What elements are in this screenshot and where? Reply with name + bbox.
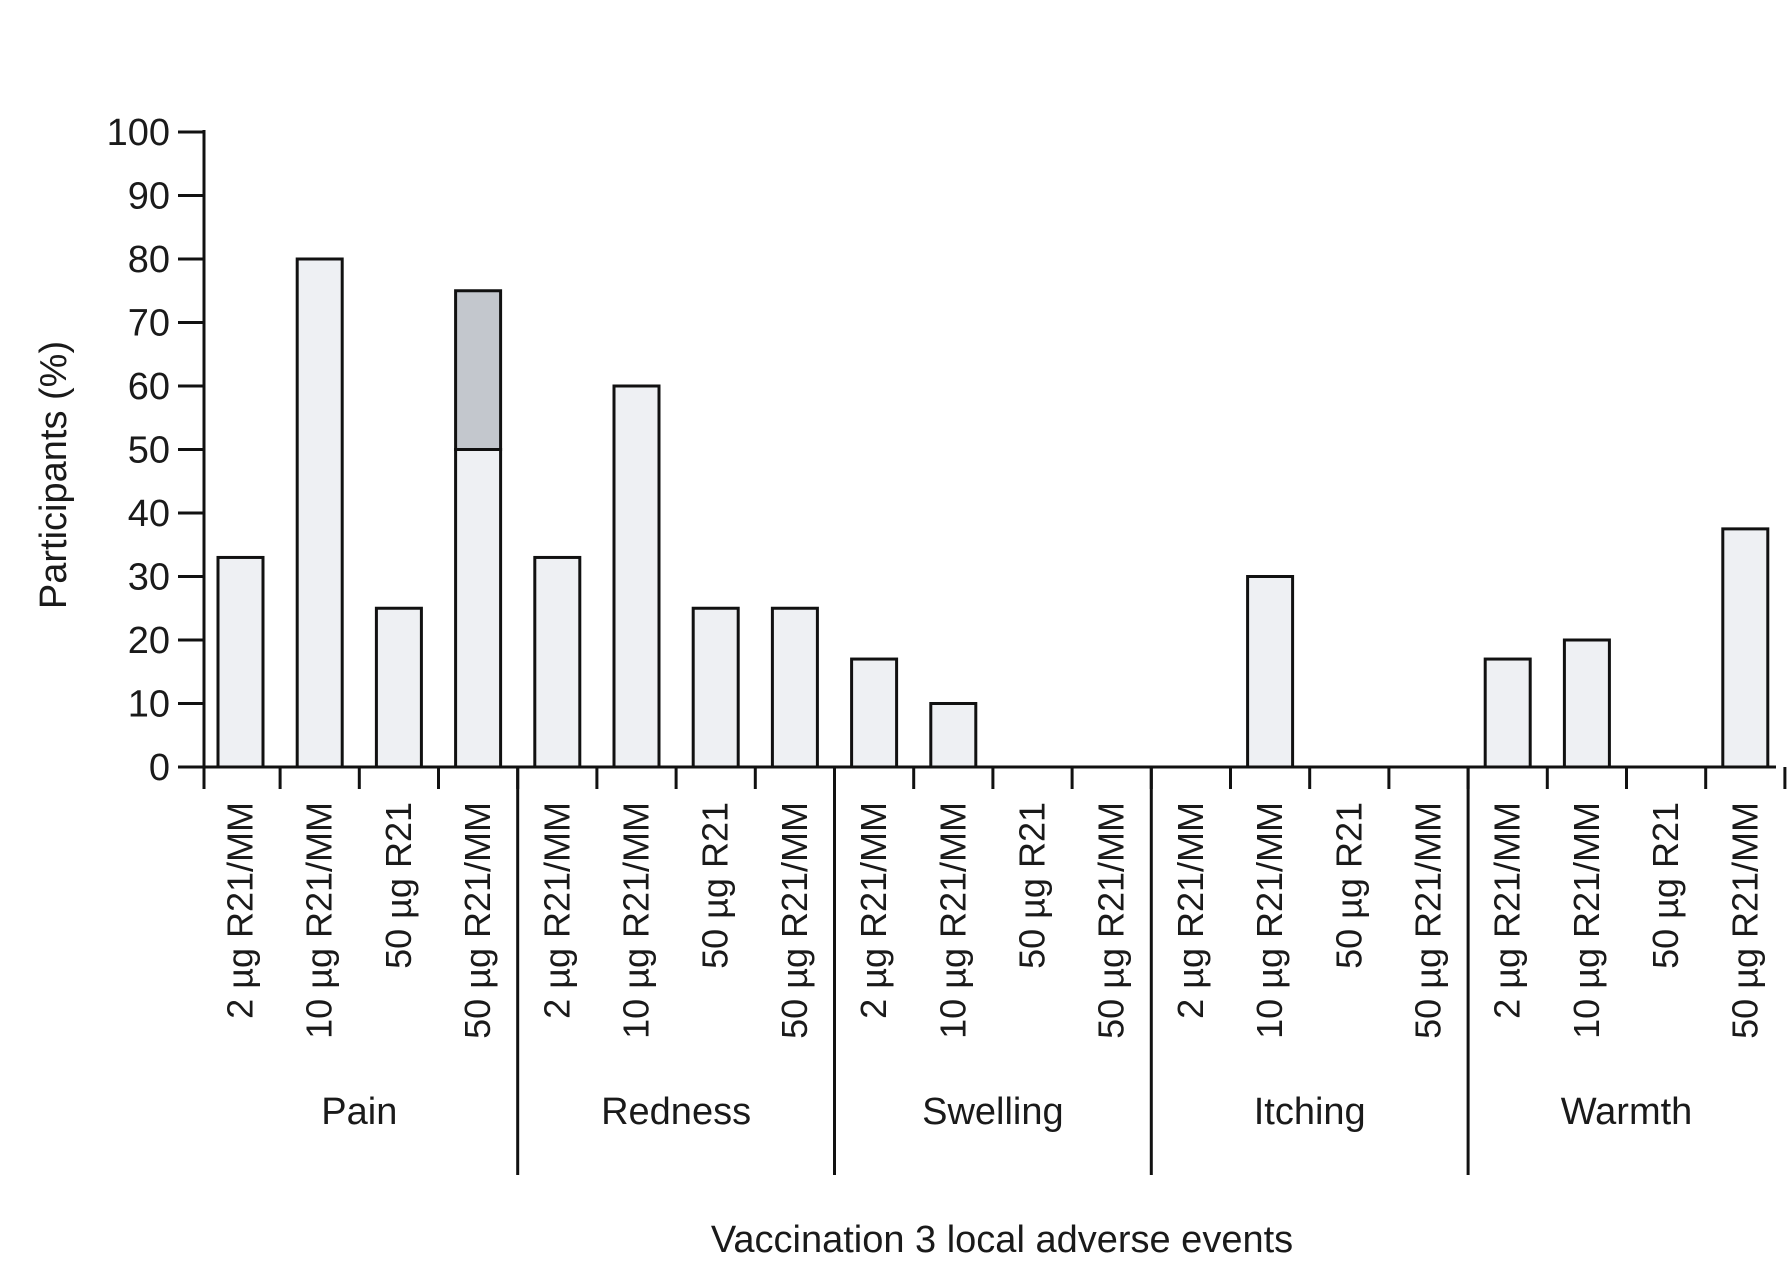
y-tick-label: 50 bbox=[128, 430, 170, 472]
bars bbox=[216, 257, 1770, 769]
y-tick-label: 40 bbox=[128, 493, 170, 535]
x-category-label: 50 µg R21/MM bbox=[1408, 802, 1449, 1039]
x-category-label: 2 µg R21/MM bbox=[1487, 802, 1528, 1019]
bar-warmth-0 bbox=[1483, 657, 1532, 769]
x-category-label: 50 µg R21/MM bbox=[457, 802, 498, 1039]
group-label-swelling: Swelling bbox=[922, 1091, 1064, 1133]
x-category-label: 2 µg R21/MM bbox=[1170, 802, 1211, 1019]
x-category-label: 2 µg R21/MM bbox=[220, 802, 261, 1019]
x-category-label: 10 µg R21/MM bbox=[299, 802, 340, 1039]
y-axis-title: Participants (%) bbox=[33, 341, 75, 609]
bar-warmth-1 bbox=[1562, 638, 1611, 769]
bar-swelling-0 bbox=[850, 657, 899, 769]
y-tick-label: 10 bbox=[128, 684, 170, 726]
x-category-label: 10 µg R21/MM bbox=[616, 802, 657, 1039]
bar-redness-1 bbox=[612, 384, 661, 769]
x-category-label: 10 µg R21/MM bbox=[932, 802, 973, 1039]
bar-redness-3 bbox=[770, 606, 819, 769]
x-category-label: 10 µg R21/MM bbox=[1249, 802, 1290, 1039]
y-tick-label: 20 bbox=[128, 620, 170, 662]
x-category-label: 50 µg R21/MM bbox=[774, 802, 815, 1039]
x-category-label: 50 µg R21 bbox=[378, 802, 419, 969]
x-category-label: 50 µg R21 bbox=[1328, 802, 1369, 969]
x-category-label: 50 µg R21 bbox=[695, 802, 736, 969]
y-tick-label: 60 bbox=[128, 366, 170, 408]
bar-itching-1 bbox=[1246, 575, 1295, 769]
y-tick-label: 80 bbox=[128, 239, 170, 281]
x-category-label: 2 µg R21/MM bbox=[853, 802, 894, 1019]
x-category-label: 50 µg R21/MM bbox=[1724, 802, 1765, 1039]
x-category-label: 50 µg R21 bbox=[1645, 802, 1686, 969]
y-tick-label: 70 bbox=[128, 303, 170, 345]
x-category-label: 50 µg R21/MM bbox=[1091, 802, 1132, 1039]
y-tick-label: 30 bbox=[128, 557, 170, 599]
x-axis-title: Vaccination 3 local adverse events bbox=[711, 1219, 1293, 1261]
x-axis: 2 µg R21/MM 10 µg R21/MM 50 µg R21 50 µg R2… bbox=[202, 765, 1787, 1175]
group-label-pain: Pain bbox=[321, 1091, 397, 1133]
y-axis: 0 10 20 30 40 50 60 70 80 90 100 bbox=[107, 112, 206, 789]
y-tick-label: 100 bbox=[107, 112, 170, 154]
group-label-redness: Redness bbox=[601, 1091, 751, 1133]
group-label-itching: Itching bbox=[1254, 1091, 1366, 1133]
bar-pain-3 bbox=[454, 448, 503, 769]
bar-pain-2 bbox=[374, 606, 423, 769]
bar-swelling-1 bbox=[929, 702, 978, 769]
group-label-warmth: Warmth bbox=[1561, 1091, 1693, 1133]
x-category-label: 50 µg R21 bbox=[1012, 802, 1053, 969]
bar-redness-2 bbox=[691, 606, 740, 769]
x-category-label: 2 µg R21/MM bbox=[536, 802, 577, 1019]
bar-pain-0 bbox=[216, 555, 265, 769]
y-tick-label: 90 bbox=[128, 176, 170, 218]
x-category-label: 10 µg R21/MM bbox=[1566, 802, 1607, 1039]
bar-pain-3-segment-1 bbox=[454, 289, 503, 451]
bar-pain-1 bbox=[295, 257, 344, 769]
bar-redness-0 bbox=[533, 555, 582, 769]
bar-warmth-3 bbox=[1721, 527, 1770, 769]
y-tick-label: 0 bbox=[149, 747, 170, 789]
